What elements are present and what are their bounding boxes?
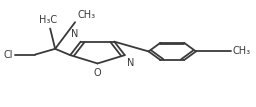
Text: CH₃: CH₃ bbox=[233, 46, 251, 56]
Text: H₃C: H₃C bbox=[39, 15, 57, 25]
Text: O: O bbox=[94, 68, 101, 78]
Text: N: N bbox=[71, 29, 78, 39]
Text: N: N bbox=[127, 58, 135, 68]
Text: Cl: Cl bbox=[4, 50, 13, 59]
Text: CH₃: CH₃ bbox=[78, 10, 96, 20]
